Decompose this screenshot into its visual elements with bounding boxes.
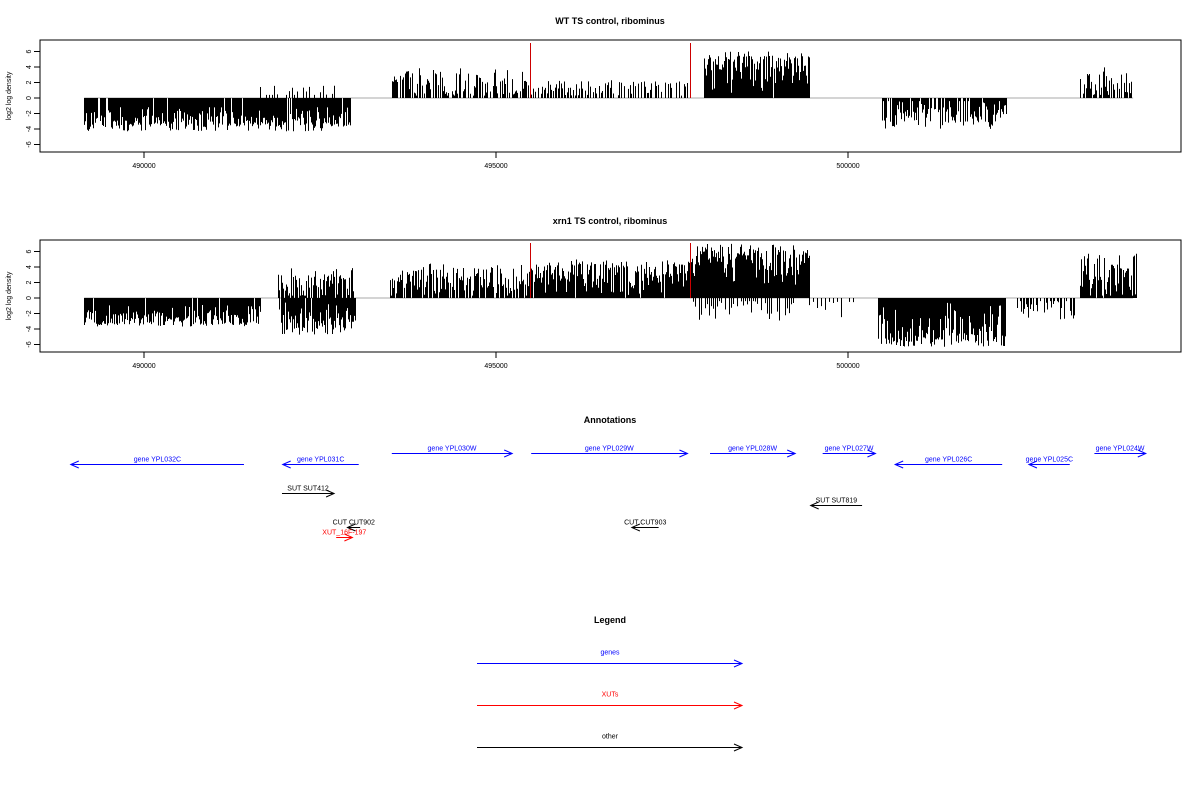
annotation-feature: XUT_16F-197 <box>322 530 366 542</box>
y-tick-label: -4 <box>26 326 33 332</box>
arrowhead-icon <box>733 701 744 710</box>
axes: -6 -4 -2 0 2 4 6 490000 495000 500000 <box>26 249 860 370</box>
feature-label: gene YPL026C <box>925 457 972 464</box>
legend-entry: other <box>477 734 744 752</box>
legend-entries: genes XUTs other <box>477 650 744 752</box>
feature-label: CUT CUT903 <box>624 520 666 527</box>
plot-frame <box>39 239 1182 353</box>
arrowhead-icon <box>809 501 819 510</box>
arrowhead-icon <box>679 449 689 458</box>
y-tick-label: 6 <box>26 249 33 253</box>
x-tick-label: 495000 <box>484 163 507 170</box>
annotation-feature: gene YPL029W <box>531 446 689 458</box>
wt-coverage-panel: WT TS control, ribominus log2 log densit… <box>6 16 1182 170</box>
feature-label: gene YPL029W <box>585 446 634 453</box>
legend-entry: genes <box>477 650 744 668</box>
feature-label: gene YPL030W <box>428 446 477 453</box>
arrowhead-icon <box>893 460 904 469</box>
x-tick-label: 495000 <box>484 363 507 370</box>
y-tick-label: 6 <box>26 49 33 53</box>
arrowhead-icon <box>281 460 291 469</box>
arrowhead-icon <box>503 449 514 458</box>
annotation-feature: gene YPL024W <box>1094 446 1148 458</box>
annotations-track: Annotations gene YPL032C gene YPL031Cgene… <box>69 415 1148 542</box>
arrowhead-icon <box>346 523 356 532</box>
y-tick-label: -2 <box>26 310 33 316</box>
annotation-feature: gene YPL031C <box>281 457 359 469</box>
legend-title: Legend <box>594 615 626 625</box>
annotation-feature: gene YPL030W <box>391 446 514 458</box>
annotation-feature: CUT CUT903 <box>624 520 666 532</box>
legend-label: other <box>602 734 619 741</box>
y-tick-label: -6 <box>26 341 33 347</box>
annotation-feature: gene YPL027W <box>822 446 877 458</box>
y-axis-label: log2 log density <box>6 271 13 320</box>
legend-label: XUTs <box>602 692 619 699</box>
feature-label: gene YPL027W <box>825 446 874 453</box>
x-tick-label: 490000 <box>132 363 155 370</box>
annotation-feature: gene YPL028W <box>710 446 797 458</box>
feature-label: gene YPL032C <box>134 457 181 464</box>
y-tick-label: -2 <box>26 110 33 116</box>
feature-label: gene YPL025C <box>1026 457 1073 464</box>
feature-label: XUT_16F-197 <box>322 530 366 537</box>
annotation-feature: gene YPL032C <box>69 457 244 469</box>
x-tick-label: 500000 <box>836 163 859 170</box>
arrowhead-icon <box>69 460 79 469</box>
y-tick-label: 0 <box>26 296 33 300</box>
feature-label: SUT SUT819 <box>816 498 858 505</box>
x-tick-label: 490000 <box>132 163 155 170</box>
y-tick-label: -4 <box>26 126 33 132</box>
y-tick-label: 0 <box>26 96 33 100</box>
arrowhead-icon <box>344 533 354 542</box>
feature-label: gene YPL031C <box>297 457 344 464</box>
plot-frame <box>39 39 1182 153</box>
coverage-bars <box>84 243 1137 347</box>
feature-label: CUT CUT902 <box>333 520 375 527</box>
y-tick-label: 2 <box>26 80 33 84</box>
feature-label: gene YPL028W <box>728 446 777 453</box>
legend-entry: XUTs <box>477 692 744 710</box>
coverage-bars <box>84 43 1134 132</box>
annotation-feature: CUT CUT902 <box>333 520 375 532</box>
panel-title: WT TS control, ribominus <box>555 16 665 26</box>
arrowhead-icon <box>786 449 797 458</box>
arrowhead-icon <box>1027 460 1038 469</box>
arrowhead-icon <box>733 659 744 668</box>
arrowhead-icon <box>867 449 877 458</box>
y-tick-label: -6 <box>26 141 33 147</box>
feature-label: SUT SUT412 <box>287 486 329 493</box>
feature-label: gene YPL024W <box>1096 446 1145 453</box>
annotation-feature: SUT SUT819 <box>809 498 863 510</box>
annotations-title: Annotations <box>584 415 637 425</box>
legend-label: genes <box>600 650 620 657</box>
y-tick-label: 4 <box>26 65 33 69</box>
arrowhead-icon <box>630 523 641 532</box>
axes: -6 -4 -2 0 2 4 6 490000 495000 500000 <box>26 49 860 170</box>
panel-title: xrn1 TS control, ribominus <box>553 216 668 226</box>
annotation-feature: gene YPL026C <box>893 457 1003 469</box>
y-tick-label: 4 <box>26 265 33 269</box>
y-tick-label: 2 <box>26 280 33 284</box>
arrowhead-icon <box>325 489 336 498</box>
legend: Legend genes XUTs other <box>477 615 744 752</box>
annotation-features: gene YPL032C gene YPL031C gene YPL030W gene… <box>69 446 1148 542</box>
annotation-feature: gene YPL025C <box>1026 457 1073 469</box>
annotation-feature: SUT SUT412 <box>281 486 336 498</box>
arrowhead-icon <box>1137 449 1148 458</box>
y-axis-label: log2 log density <box>6 71 13 120</box>
arrowhead-icon <box>733 743 744 752</box>
xrn1-coverage-panel: xrn1 TS control, ribominus log2 log dens… <box>6 216 1182 370</box>
x-tick-label: 500000 <box>836 363 859 370</box>
